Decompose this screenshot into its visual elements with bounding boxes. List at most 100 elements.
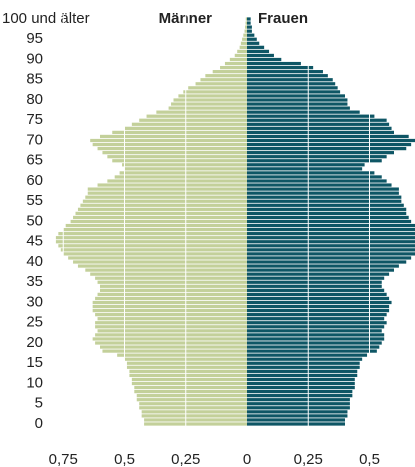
- bar: [117, 353, 248, 357]
- bar: [242, 37, 247, 41]
- bar: [68, 256, 248, 260]
- bar: [92, 300, 248, 305]
- bar: [131, 381, 247, 386]
- bar: [247, 296, 390, 301]
- bar: [95, 313, 247, 317]
- bar: [247, 280, 382, 284]
- bar: [247, 183, 392, 187]
- bar: [126, 361, 247, 365]
- bar: [247, 122, 390, 126]
- bar: [247, 171, 375, 175]
- bar: [97, 183, 247, 187]
- bar: [82, 199, 247, 203]
- bar: [92, 337, 248, 341]
- y-tick-label: 15: [26, 354, 43, 371]
- bar: [112, 159, 247, 163]
- bar: [247, 329, 382, 333]
- y-tick-label: 45: [26, 233, 43, 250]
- bar: [247, 337, 385, 341]
- bar: [247, 223, 415, 228]
- y-tick-label: 90: [26, 50, 43, 67]
- y-tick-label: 75: [26, 111, 43, 128]
- bar: [102, 151, 247, 155]
- bar: [247, 394, 353, 398]
- bar: [247, 385, 355, 390]
- bar: [229, 57, 247, 62]
- y-tick-label: 50: [26, 212, 43, 229]
- bar: [55, 236, 248, 240]
- bar: [247, 86, 338, 90]
- bar: [73, 215, 247, 220]
- bar: [136, 394, 247, 398]
- bar: [247, 70, 323, 74]
- bar: [247, 74, 328, 78]
- bar: [100, 345, 247, 349]
- y-tick-label: 25: [26, 314, 43, 331]
- bar: [112, 130, 247, 135]
- series-label-women: Frauen: [258, 10, 308, 27]
- bar: [85, 268, 247, 272]
- y-tick-label: 80: [26, 91, 43, 108]
- bar: [205, 74, 247, 78]
- bar: [247, 227, 415, 232]
- bar: [247, 325, 385, 329]
- bar: [247, 151, 394, 155]
- bar: [183, 90, 247, 94]
- y-tick-label: 0: [35, 415, 43, 432]
- bar: [144, 422, 247, 426]
- bar: [247, 353, 368, 357]
- bar: [247, 373, 358, 378]
- bar: [247, 199, 402, 203]
- bar: [245, 25, 247, 29]
- bar: [156, 110, 247, 114]
- bar: [92, 142, 248, 147]
- y-tick-label: 95: [26, 30, 43, 47]
- bar: [95, 296, 247, 301]
- bar: [141, 410, 247, 414]
- bar: [247, 207, 407, 211]
- bar: [114, 175, 247, 179]
- bar: [247, 45, 265, 49]
- y-tick-label: 30: [26, 293, 43, 310]
- bar: [60, 248, 247, 252]
- bar: [65, 223, 247, 228]
- bar: [63, 252, 247, 256]
- bar: [55, 240, 248, 244]
- bar: [247, 118, 387, 122]
- bar: [220, 65, 247, 70]
- bar: [247, 260, 407, 264]
- y-tick-label: 5: [35, 395, 43, 412]
- bar: [188, 86, 247, 90]
- bar: [247, 98, 348, 102]
- x-tick-label: 0,25: [294, 451, 323, 467]
- y-tick-label: 10: [26, 374, 43, 391]
- bar: [247, 49, 270, 54]
- bar: [245, 17, 247, 21]
- bar: [107, 155, 247, 159]
- bar: [119, 171, 247, 175]
- bar: [63, 227, 247, 232]
- bar: [247, 82, 336, 86]
- x-tick-label: 0,5: [114, 451, 135, 467]
- bar: [247, 175, 382, 179]
- bar: [200, 78, 247, 82]
- bar: [247, 138, 415, 143]
- bar: [247, 288, 385, 292]
- bar: [247, 130, 394, 135]
- bar: [247, 37, 257, 41]
- bar: [247, 211, 407, 216]
- bar: [139, 406, 247, 410]
- bar: [247, 345, 380, 349]
- bar: [247, 232, 415, 236]
- bar: [244, 29, 247, 33]
- bar: [95, 341, 247, 345]
- bar: [77, 264, 247, 268]
- bar: [134, 385, 247, 390]
- bar: [144, 418, 247, 422]
- bar: [247, 41, 260, 45]
- bar: [247, 272, 390, 276]
- bar: [234, 53, 247, 58]
- bar: [97, 146, 247, 151]
- y-tick-label: 60: [26, 172, 43, 189]
